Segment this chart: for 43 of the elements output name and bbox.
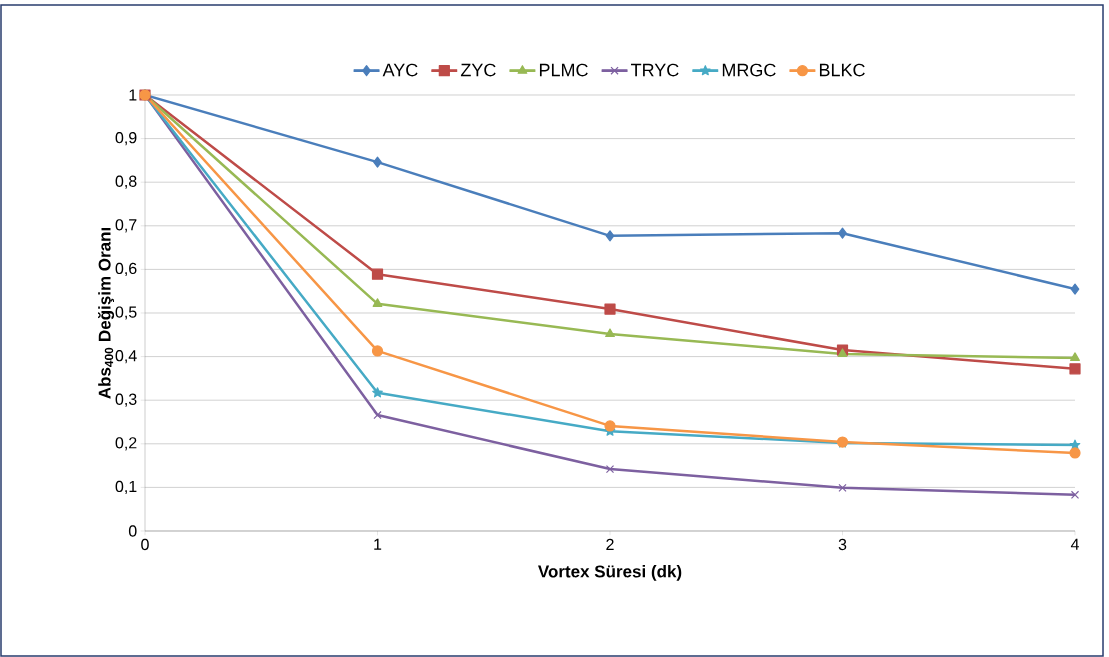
point (605, 464, 615, 474)
y-tick-label: 0,5 (115, 306, 137, 320)
point (1070, 283, 1080, 295)
point (1070, 352, 1080, 362)
point (1069, 363, 1081, 375)
x-tick-label: 3 (838, 538, 847, 551)
point (372, 298, 383, 307)
point (371, 268, 384, 280)
legend-label: PLMC (539, 63, 588, 77)
y-tick-label: 0,2 (115, 437, 137, 451)
y-tick-label: 0,4 (115, 350, 137, 364)
point (1069, 447, 1081, 459)
point (373, 410, 382, 420)
point (604, 303, 616, 315)
legend-label: TRYC (631, 63, 679, 77)
point (372, 387, 383, 398)
point (605, 328, 615, 338)
y-tick-label: 0,7 (115, 219, 137, 233)
y-tick-label: 0,6 (115, 262, 137, 276)
x-tick-label: 4 (1070, 538, 1079, 550)
point (373, 156, 382, 168)
point (837, 348, 848, 358)
x-tick-label: 0 (141, 538, 149, 551)
point (371, 345, 384, 357)
point (1070, 490, 1080, 499)
x-tick-label: 2 (606, 538, 614, 550)
x-axis-title: Vortex Süresi (dk) (538, 565, 682, 581)
y-tick-label: 1 (129, 89, 137, 101)
y-tick-label: 0 (128, 525, 137, 537)
point (838, 483, 847, 492)
point (605, 230, 615, 242)
legend-label: AYC (382, 63, 418, 77)
y-tick-label: 0,8 (115, 175, 137, 189)
legend-label: BLKC (819, 63, 865, 77)
y-tick-label: 0,9 (115, 131, 137, 146)
legend-label: ZYC (460, 63, 496, 77)
legend-label: MRGC (722, 63, 776, 77)
point (604, 420, 616, 432)
y-tick-label: 0,1 (115, 480, 137, 494)
point (838, 227, 847, 239)
y-tick-label: 0,3 (115, 393, 137, 407)
y-axis-title: Abs$_{400}$ Değişim Oranı (97, 227, 115, 399)
x-tick-label: 1 (374, 538, 382, 550)
